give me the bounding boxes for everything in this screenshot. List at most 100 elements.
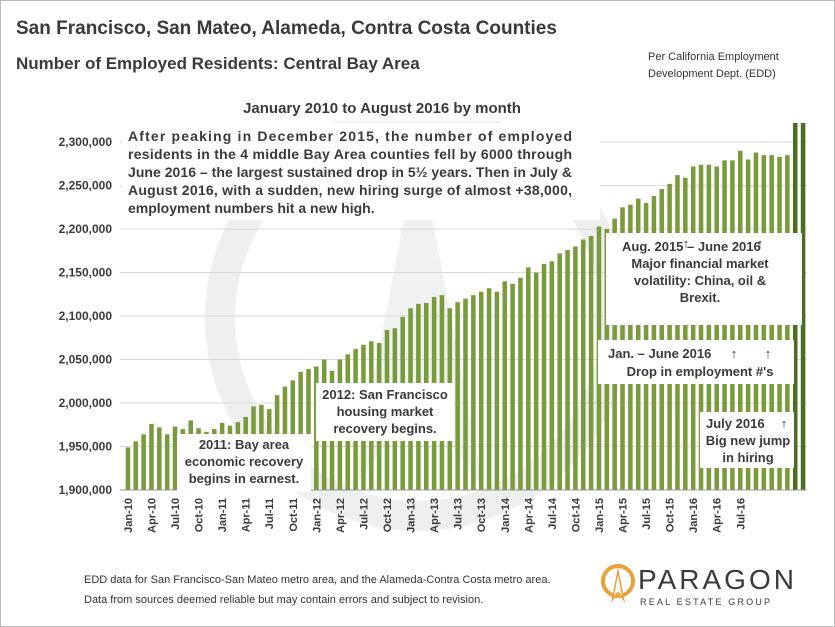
x-tick-label: Oct-12 <box>382 498 394 532</box>
intro-box <box>122 123 600 220</box>
volatility-line: Brexit. <box>680 290 720 305</box>
bar <box>533 272 539 490</box>
x-tick-label: Apr-13 <box>429 498 441 533</box>
x-tick-label: Jan-14 <box>500 497 512 533</box>
bar <box>494 291 500 490</box>
footer-note-2: Data from sources deemed reliable but ma… <box>84 594 484 606</box>
bar <box>455 302 460 490</box>
annotation-2011-line: economic recovery <box>185 454 304 469</box>
y-tick-label: 1,900,000 <box>59 483 113 497</box>
x-tick-label: Jul-15 <box>641 498 653 530</box>
volatility-box <box>606 233 802 325</box>
x-tick-label: Jan-10 <box>123 498 135 533</box>
bar <box>526 267 531 490</box>
annotation-2012-line: housing market <box>337 404 434 419</box>
drop-period: Jan. – June 2016 <box>608 346 711 361</box>
x-tick-label: Jul-14 <box>547 497 559 530</box>
bar <box>157 427 162 490</box>
x-tick-label: Apr-12 <box>335 498 347 533</box>
bar <box>690 166 696 490</box>
y-tick-label: 2,300,000 <box>59 135 113 149</box>
bar <box>298 371 303 490</box>
y-tick-label: 2,200,000 <box>59 222 113 236</box>
annotation-2012-line: 2012: San Francisco <box>322 387 448 402</box>
bar <box>306 369 311 490</box>
drop-text: Drop in employment #'s <box>627 364 774 379</box>
x-tick-label: Jul-16 <box>735 498 747 530</box>
y-tick-label: 2,100,000 <box>59 309 113 323</box>
x-tick-label: Apr-16 <box>712 498 724 533</box>
y-tick-label: 2,000,000 <box>59 396 113 410</box>
x-tick-label: Oct-11 <box>288 498 300 532</box>
intro-annotation-line: residents in the 4 middle Bay Area count… <box>128 146 572 162</box>
paragon-logo-icon <box>601 564 635 603</box>
bar <box>478 291 484 490</box>
date-range-box <box>168 95 596 121</box>
bar <box>486 288 492 490</box>
annotation-2012-line: recovery begins. <box>333 421 436 436</box>
footer-note-1: EDD data for San Francisco-San Mateo met… <box>84 574 551 586</box>
volatility-line: Major financial market <box>631 256 769 271</box>
x-tick-label: Apr-10 <box>146 498 158 533</box>
bar <box>698 164 704 490</box>
x-tick-label: Jan-11 <box>217 498 229 532</box>
bar <box>541 263 547 490</box>
chart-subtitle: Number of Employed Residents: Central Ba… <box>16 54 420 73</box>
jump-line: Big new jump <box>706 433 791 448</box>
bar <box>149 423 154 490</box>
bar <box>557 253 562 490</box>
up-arrow-icon: ↑ <box>757 236 764 251</box>
annotation-2012-box <box>316 383 454 441</box>
x-tick-label: Jul-10 <box>170 498 182 530</box>
bar <box>125 447 131 490</box>
source-line-1: Per California Employment <box>648 51 779 63</box>
x-tick-label: Apr-11 <box>241 498 253 532</box>
date-range-label: January 2010 to August 2016 by month <box>243 100 521 117</box>
intro-annotation-line: employment numbers hit a new high. <box>128 200 375 216</box>
x-tick-label: Apr-15 <box>618 498 630 533</box>
x-tick-label: Oct-15 <box>665 498 677 532</box>
volatility-period: Aug. 2015 – June 2016 <box>622 239 761 254</box>
bar <box>510 283 515 490</box>
bar <box>722 160 727 490</box>
bar <box>800 122 806 491</box>
up-arrow-icon: ↑ <box>781 416 788 431</box>
hiring-jump-box <box>700 412 794 468</box>
bar <box>141 434 146 490</box>
up-arrow-icon: ↑ <box>731 346 738 361</box>
y-tick-label: 2,050,000 <box>59 353 113 367</box>
bar <box>714 166 719 490</box>
x-tick-label: Jul-13 <box>453 498 465 530</box>
source-note: Per California Employment Development De… <box>648 49 818 83</box>
x-tick-label: Oct-13 <box>476 498 488 532</box>
bar <box>565 249 570 490</box>
x-tick-label: Jan-16 <box>688 498 700 533</box>
x-tick-label: Apr-14 <box>523 497 535 533</box>
bar <box>172 426 178 490</box>
bar <box>683 177 688 491</box>
bar <box>573 246 578 490</box>
bar <box>133 441 139 490</box>
intro-annotation-line: August 2016, with a sudden, new hiring s… <box>128 182 572 198</box>
y-tick-label: 2,250,000 <box>59 179 113 193</box>
x-tick-label: Jan-12 <box>311 498 323 533</box>
jump-period: July 2016 <box>706 416 765 431</box>
bar <box>730 160 735 490</box>
source-line-2: Development Dept. (EDD) <box>648 68 776 80</box>
x-tick-label: Oct-14 <box>570 497 582 532</box>
intro-annotation-line: June 2016 – the largest sustained drop i… <box>128 164 572 180</box>
bar <box>518 277 523 490</box>
x-tick-label: Oct-10 <box>194 498 206 532</box>
x-tick-label: Jul-11 <box>264 498 276 529</box>
bar <box>471 295 476 490</box>
x-tick-label: Jan-15 <box>594 498 606 533</box>
x-tick-label: Jul-12 <box>358 498 370 530</box>
bar <box>659 189 665 490</box>
bar <box>588 236 594 490</box>
employment-drop-box <box>598 340 794 384</box>
brand-tagline: REAL ESTATE GROUP <box>640 597 773 607</box>
intro-annotation-line: After peaking in December 2015, the numb… <box>128 128 572 144</box>
up-arrow-icon: ↑ <box>765 346 772 361</box>
up-arrow-icon: ↑ <box>683 236 690 251</box>
